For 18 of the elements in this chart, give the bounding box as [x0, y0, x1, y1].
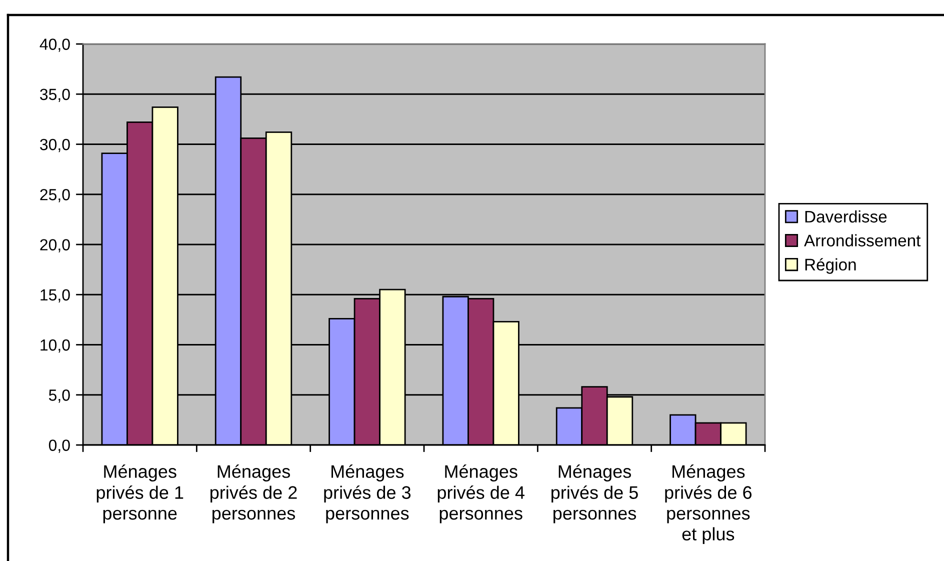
- y-tick-label: 15,0: [40, 289, 70, 302]
- legend-label: Daverdisse: [805, 210, 887, 223]
- y-tick-label: 20,0: [40, 239, 70, 252]
- y-tick-label: 25,0: [40, 189, 70, 202]
- y-tick-label: 10,0: [40, 339, 70, 353]
- x-tick-label: Ménages privés de 4 personnes: [438, 464, 524, 524]
- y-tick-label: 5,0: [48, 390, 70, 403]
- y-tick-label: 35,0: [40, 88, 70, 102]
- y-tick-label: 40,0: [40, 38, 70, 52]
- legend-label: Arrondissement: [804, 234, 921, 246]
- x-tick-label: Ménages privés de 1 personne: [96, 464, 184, 524]
- x-tick-label: Ménages privés de 6 personnes et plus: [665, 464, 752, 544]
- x-tick-label: Ménages privés de 3 personnes: [324, 464, 411, 524]
- legend-label: Région: [805, 258, 856, 274]
- x-tick-label: Ménages privés de 5 personnes: [552, 464, 638, 524]
- x-tick-label: Ménages privés de 2 personnes: [210, 464, 297, 524]
- y-tick-label: 30,0: [40, 138, 70, 152]
- y-tick-label: 0,0: [48, 440, 70, 453]
